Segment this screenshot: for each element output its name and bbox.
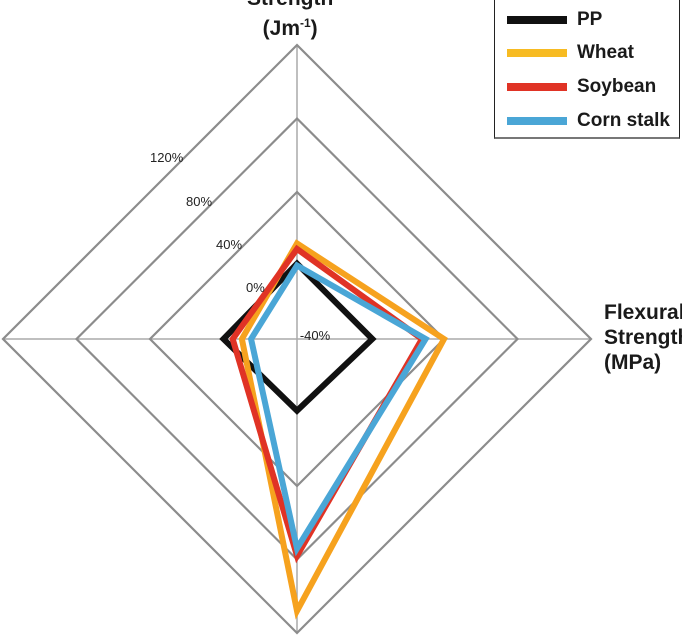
legend-item-pp: PP	[507, 9, 602, 31]
legend: PP Wheat Soybean Corn stalk	[494, 0, 680, 139]
radial-tick-label: 0%	[246, 280, 265, 295]
legend-label: Soybean	[577, 76, 657, 97]
series-soybean	[229, 244, 426, 564]
radial-tick-label: 80%	[186, 194, 212, 209]
legend-item-corn-stalk: Corn stalk	[507, 110, 670, 132]
grid-ring	[1, 43, 593, 635]
radial-tick-label: 40%	[216, 237, 242, 252]
legend-swatch	[507, 16, 567, 24]
axis-unit-close: )	[310, 17, 318, 40]
axis-title-right: Flexural Strength (MPa)	[604, 300, 682, 375]
axis-title-right-line1: Flexural	[604, 301, 682, 324]
radial-tick-label: -40%	[300, 328, 331, 343]
series-corn-stalk	[247, 261, 430, 557]
legend-item-wheat: Wheat	[507, 42, 634, 64]
legend-item-soybean: Soybean	[507, 76, 656, 98]
axis-title-right-line3: (MPa)	[604, 351, 662, 374]
axis-title-right-line2: Strength	[604, 326, 682, 349]
legend-swatch	[507, 83, 567, 91]
axis-unit-exponent: -1	[300, 16, 311, 30]
axis-title-top-line2: (Jm-1)	[247, 11, 333, 41]
axis-title-top-line1: Strength	[247, 0, 333, 11]
legend-swatch	[507, 117, 567, 125]
axis-title-top: Strength (Jm-1)	[247, 0, 333, 41]
legend-label: Corn stalk	[577, 110, 670, 131]
legend-label: PP	[577, 9, 603, 30]
axis-unit: (Jm	[262, 17, 300, 40]
grid-ring	[148, 190, 446, 488]
series-wheat	[238, 239, 448, 620]
legend-swatch	[507, 49, 567, 57]
radial-tick-label: 120%	[150, 150, 184, 165]
legend-label: Wheat	[577, 42, 634, 63]
